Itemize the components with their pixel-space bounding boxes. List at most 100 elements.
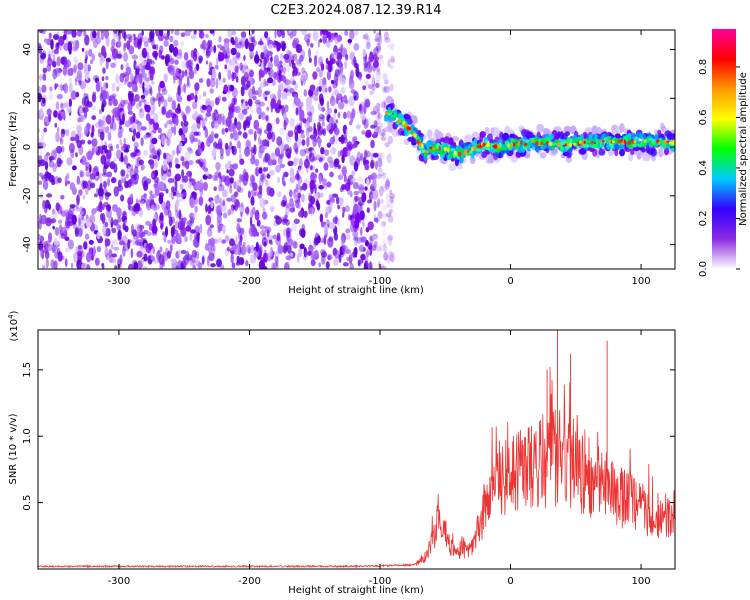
- heatmap-cell: [135, 131, 141, 139]
- heatmap-cell: [218, 71, 222, 81]
- heatmap-cell: [448, 152, 454, 157]
- heatmap-cell: [258, 144, 265, 154]
- heatmap-cell: [208, 252, 215, 262]
- heatmap-cell: [310, 165, 313, 171]
- snr-y-label: SNR (10 * v/v): [8, 413, 19, 484]
- heatmap-cell: [53, 260, 58, 269]
- heatmap-cell: [294, 97, 301, 107]
- heatmap-cell: [106, 171, 113, 178]
- heatmap-cell: [110, 258, 117, 264]
- heatmap-cell: [383, 252, 388, 261]
- heatmap-cell: [388, 83, 394, 92]
- heatmap-cell: [256, 106, 262, 115]
- heatmap-cell: [98, 119, 105, 126]
- heatmap-cell: [222, 225, 226, 235]
- heatmap-cell: [45, 240, 50, 248]
- heatmap-cell: [356, 151, 362, 162]
- heatmap-cell: [375, 245, 382, 252]
- heatmap-cell: [336, 52, 343, 61]
- heatmap-cell: [177, 220, 184, 231]
- heatmap-cell: [221, 128, 225, 135]
- heatmap-cell: [76, 70, 83, 80]
- heatmap-cell: [431, 146, 436, 151]
- heatmap-cell: [359, 217, 362, 224]
- heatmap-cell: [65, 129, 70, 137]
- heatmap-cell: [325, 206, 332, 215]
- heatmap-cell: [192, 264, 196, 269]
- heatmap-cell: [298, 166, 305, 176]
- heatmap-cell: [333, 73, 339, 83]
- colorbar-tick-label: 0.0: [698, 261, 709, 277]
- heatmap-cell: [513, 142, 516, 147]
- heatmap-cell: [372, 179, 378, 190]
- heatmap-cell: [143, 41, 149, 48]
- heatmap-cell: [144, 77, 151, 82]
- heatmap-cell: [377, 39, 381, 47]
- heatmap-cell: [91, 138, 98, 147]
- heatmap-cell: [295, 43, 302, 54]
- heatmap-cell: [123, 79, 127, 85]
- heatmap-cell: [85, 252, 92, 263]
- heatmap-cell: [342, 96, 348, 103]
- heatmap-cell: [473, 138, 478, 145]
- heatmap-cell: [143, 134, 150, 140]
- heatmap-cell: [210, 211, 214, 220]
- heatmap-cell: [178, 68, 182, 74]
- heatmap-cell: [266, 229, 270, 238]
- heatmap-cell: [283, 53, 290, 60]
- heatmap-cell: [246, 80, 251, 88]
- heatmap-cell: [293, 66, 298, 77]
- heatmap-cell: [104, 237, 108, 248]
- heatmap-cell: [111, 227, 117, 234]
- heatmap-cell: [348, 75, 354, 86]
- heatmap-cell: [163, 99, 168, 109]
- heatmap-cell: [38, 240, 43, 252]
- heatmap-cell: [350, 69, 354, 80]
- heatmap-cell: [382, 184, 387, 192]
- heatmap-cell: [369, 51, 374, 59]
- heatmap-cell: [568, 142, 572, 147]
- heatmap-cell: [60, 56, 65, 65]
- heatmap-cell: [185, 160, 190, 170]
- heatmap-cell: [386, 44, 392, 49]
- heatmap-cell: [251, 30, 255, 35]
- heatmap-cell: [41, 132, 45, 142]
- heatmap-cell: [384, 37, 391, 43]
- heatmap-cell: [233, 244, 240, 256]
- heatmap-cell: [294, 131, 299, 142]
- heatmap-cell: [350, 253, 354, 258]
- heatmap-cell: [331, 93, 334, 103]
- heatmap-cell: [199, 94, 202, 100]
- heatmap-cell: [487, 142, 490, 148]
- heatmap-cell: [138, 107, 145, 119]
- heatmap-cell: [89, 214, 96, 223]
- heatmap-cell: [91, 124, 95, 136]
- heatmap-cell: [159, 246, 163, 253]
- heatmap-cell: [43, 244, 47, 250]
- heatmap-cell: [76, 194, 80, 206]
- heatmap-cell: [198, 147, 202, 155]
- heatmap-cell: [285, 255, 292, 261]
- heatmap-cell: [201, 105, 207, 110]
- heatmap-cell: [183, 83, 187, 94]
- heatmap-cell: [235, 261, 241, 266]
- heatmap-cell: [133, 37, 140, 48]
- heatmap-cell: [338, 59, 342, 69]
- heatmap-cell: [351, 217, 356, 227]
- heatmap-cell: [133, 128, 137, 136]
- heatmap-cell: [141, 30, 144, 36]
- heatmap-cell: [38, 180, 43, 185]
- heatmap-cell: [303, 89, 307, 97]
- heatmap-cell: [351, 138, 357, 149]
- heatmap-cell: [132, 205, 138, 212]
- heatmap-cell: [218, 172, 222, 179]
- heatmap-cell: [69, 182, 76, 191]
- heatmap-cell: [341, 137, 345, 143]
- heatmap-cell: [426, 140, 433, 145]
- heatmap-cell: [152, 129, 157, 134]
- heatmap-cell: [128, 194, 134, 203]
- heatmap-cell: [215, 78, 219, 89]
- heatmap-cell: [130, 248, 134, 259]
- colorbar-tick-label: 0.2: [698, 211, 709, 227]
- heatmap-cell: [257, 86, 262, 98]
